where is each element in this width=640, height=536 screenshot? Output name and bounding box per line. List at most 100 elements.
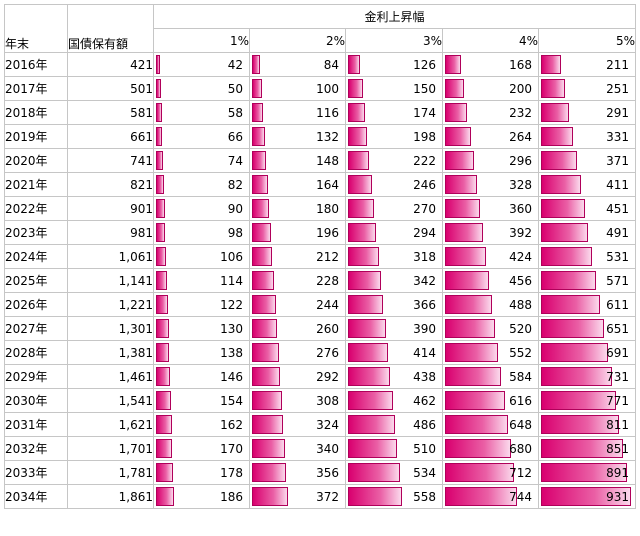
value-cell[interactable]: 558 (345, 484, 443, 509)
value-cell[interactable]: 680 (442, 436, 539, 461)
value-cell[interactable]: 510 (345, 436, 443, 461)
year-cell[interactable]: 2025年 (4, 268, 68, 293)
value-cell[interactable]: 212 (249, 244, 346, 269)
value-cell[interactable]: 308 (249, 388, 346, 413)
value-cell[interactable]: 168 (442, 52, 539, 77)
value-cell[interactable]: 331 (538, 124, 636, 149)
value-cell[interactable]: 771 (538, 388, 636, 413)
value-cell[interactable]: 534 (345, 460, 443, 485)
year-cell[interactable]: 2016年 (4, 52, 68, 77)
value-cell[interactable]: 222 (345, 148, 443, 173)
value-cell[interactable]: 486 (345, 412, 443, 437)
value-cell[interactable]: 491 (538, 220, 636, 245)
value-cell[interactable]: 438 (345, 364, 443, 389)
value-cell[interactable]: 356 (249, 460, 346, 485)
year-cell[interactable]: 2020年 (4, 148, 68, 173)
value-cell[interactable]: 296 (442, 148, 539, 173)
holding-cell[interactable]: 1,301 (67, 316, 154, 341)
value-cell[interactable]: 342 (345, 268, 443, 293)
value-cell[interactable]: 122 (153, 292, 250, 317)
value-cell[interactable]: 744 (442, 484, 539, 509)
holding-cell[interactable]: 1,061 (67, 244, 154, 269)
rate-header-5[interactable]: 5% (538, 28, 636, 53)
value-cell[interactable]: 98 (153, 220, 250, 245)
value-cell[interactable]: 584 (442, 364, 539, 389)
value-cell[interactable]: 366 (345, 292, 443, 317)
value-cell[interactable]: 150 (345, 76, 443, 101)
value-cell[interactable]: 270 (345, 196, 443, 221)
holding-cell[interactable]: 1,621 (67, 412, 154, 437)
value-cell[interactable]: 651 (538, 316, 636, 341)
value-cell[interactable]: 371 (538, 148, 636, 173)
value-cell[interactable]: 148 (249, 148, 346, 173)
value-cell[interactable]: 488 (442, 292, 539, 317)
value-cell[interactable]: 196 (249, 220, 346, 245)
value-cell[interactable]: 42 (153, 52, 250, 77)
value-cell[interactable]: 58 (153, 100, 250, 125)
year-cell[interactable]: 2027年 (4, 316, 68, 341)
value-cell[interactable]: 146 (153, 364, 250, 389)
year-cell[interactable]: 2033年 (4, 460, 68, 485)
value-cell[interactable]: 126 (345, 52, 443, 77)
year-header[interactable]: 年末 (4, 4, 68, 53)
value-cell[interactable]: 851 (538, 436, 636, 461)
value-cell[interactable]: 114 (153, 268, 250, 293)
value-cell[interactable]: 372 (249, 484, 346, 509)
holding-cell[interactable]: 1,861 (67, 484, 154, 509)
value-cell[interactable]: 246 (345, 172, 443, 197)
rate-header-3[interactable]: 3% (345, 28, 443, 53)
holding-cell[interactable]: 1,381 (67, 340, 154, 365)
value-cell[interactable]: 291 (538, 100, 636, 125)
value-cell[interactable]: 340 (249, 436, 346, 461)
value-cell[interactable]: 251 (538, 76, 636, 101)
value-cell[interactable]: 392 (442, 220, 539, 245)
holding-cell[interactable]: 1,461 (67, 364, 154, 389)
value-cell[interactable]: 294 (345, 220, 443, 245)
value-cell[interactable]: 130 (153, 316, 250, 341)
year-cell[interactable]: 2019年 (4, 124, 68, 149)
value-cell[interactable]: 328 (442, 172, 539, 197)
value-cell[interactable]: 324 (249, 412, 346, 437)
value-cell[interactable]: 106 (153, 244, 250, 269)
value-cell[interactable]: 811 (538, 412, 636, 437)
rate-header-2[interactable]: 2% (249, 28, 346, 53)
value-cell[interactable]: 84 (249, 52, 346, 77)
value-cell[interactable]: 891 (538, 460, 636, 485)
year-cell[interactable]: 2030年 (4, 388, 68, 413)
holding-cell[interactable]: 1,541 (67, 388, 154, 413)
rate-header-1[interactable]: 1% (153, 28, 250, 53)
holding-cell[interactable]: 981 (67, 220, 154, 245)
value-cell[interactable]: 462 (345, 388, 443, 413)
holding-cell[interactable]: 1,701 (67, 436, 154, 461)
year-cell[interactable]: 2026年 (4, 292, 68, 317)
holding-cell[interactable]: 741 (67, 148, 154, 173)
value-cell[interactable]: 648 (442, 412, 539, 437)
value-cell[interactable]: 571 (538, 268, 636, 293)
value-cell[interactable]: 691 (538, 340, 636, 365)
holding-cell[interactable]: 901 (67, 196, 154, 221)
holding-cell[interactable]: 581 (67, 100, 154, 125)
value-cell[interactable]: 731 (538, 364, 636, 389)
year-cell[interactable]: 2022年 (4, 196, 68, 221)
value-cell[interactable]: 198 (345, 124, 443, 149)
value-cell[interactable]: 232 (442, 100, 539, 125)
value-cell[interactable]: 531 (538, 244, 636, 269)
year-cell[interactable]: 2029年 (4, 364, 68, 389)
value-cell[interactable]: 456 (442, 268, 539, 293)
value-cell[interactable]: 82 (153, 172, 250, 197)
value-cell[interactable]: 180 (249, 196, 346, 221)
year-cell[interactable]: 2017年 (4, 76, 68, 101)
value-cell[interactable]: 292 (249, 364, 346, 389)
holding-cell[interactable]: 821 (67, 172, 154, 197)
holding-cell[interactable]: 1,221 (67, 292, 154, 317)
value-cell[interactable]: 411 (538, 172, 636, 197)
value-cell[interactable]: 451 (538, 196, 636, 221)
year-cell[interactable]: 2023年 (4, 220, 68, 245)
year-cell[interactable]: 2021年 (4, 172, 68, 197)
value-cell[interactable]: 100 (249, 76, 346, 101)
value-cell[interactable]: 260 (249, 316, 346, 341)
value-cell[interactable]: 520 (442, 316, 539, 341)
value-cell[interactable]: 712 (442, 460, 539, 485)
year-cell[interactable]: 2028年 (4, 340, 68, 365)
rate-header-4[interactable]: 4% (442, 28, 539, 53)
